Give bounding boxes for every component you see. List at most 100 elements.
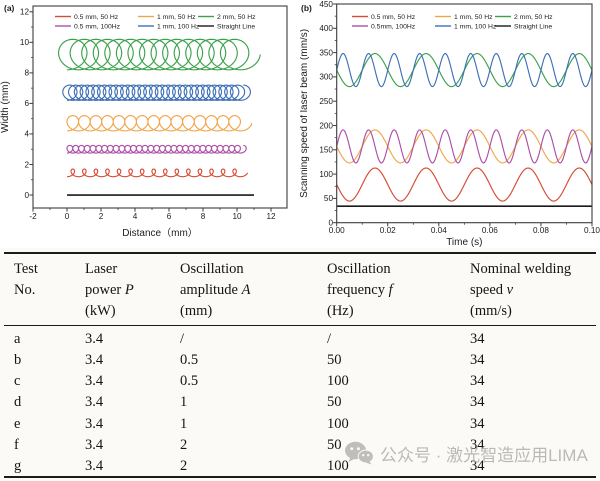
legend-label: 1 mm, 50 Hz — [157, 14, 196, 21]
column-header: Test No. — [14, 261, 38, 298]
table-cell: 34 — [470, 352, 485, 369]
plot-frame — [32, 5, 288, 209]
table-cell: 3.4 — [85, 373, 104, 390]
table-cell: g — [14, 457, 22, 474]
series-0.5-mm-50-hz — [66, 168, 249, 178]
panel-label: (a) — [4, 3, 15, 13]
table-cell: f — [14, 436, 19, 453]
legend-label: 1 mm, 50 Hz — [454, 14, 493, 21]
panel-label: (b) — [301, 3, 312, 13]
y-tick-label: 0 — [24, 191, 29, 200]
y-tick-label: 0 — [328, 219, 333, 228]
series-1-mm-100-hz — [62, 84, 251, 101]
legend-label: Straight Line — [514, 23, 552, 30]
table-cell: 3.4 — [85, 436, 104, 453]
y-tick-label: 300 — [319, 73, 333, 82]
table-cell: 100 — [327, 415, 349, 432]
table-cell: 3.4 — [85, 415, 104, 432]
table-cell: 3.4 — [85, 331, 104, 347]
legend-label: Straight Line — [217, 23, 255, 30]
x-tick-label: 0.06 — [482, 226, 498, 235]
x-tick-label: 6 — [167, 212, 172, 221]
series-0.5-mm-100hz — [66, 144, 247, 154]
table-cell: 0.5 — [180, 352, 199, 369]
x-tick-label: 0 — [65, 212, 70, 221]
y-tick-label: 350 — [319, 48, 333, 57]
y-axis-title: Scanning speed of laser beam (mm/s) — [300, 29, 310, 198]
table-cell: b — [14, 352, 22, 369]
parameters-table: Test No. Laser power P (kW) Oscillation amplit… — [0, 248, 600, 481]
x-tick-label: 8 — [201, 212, 206, 221]
table-header-rule — [4, 325, 596, 327]
series-0.5mm-100hz — [336, 129, 593, 164]
table-cell: 1 — [180, 415, 188, 432]
table-cell: a — [14, 331, 21, 347]
x-tick-label: 0.08 — [533, 226, 549, 235]
table-cell: 50 — [327, 394, 342, 411]
y-tick-label: 50 — [324, 194, 334, 203]
table-cell: 50 — [327, 352, 342, 369]
series-group — [57, 38, 261, 196]
legend-label: 2 mm, 50 Hz — [217, 14, 256, 21]
legend-label: 0.5mm, 100Hz — [371, 23, 416, 30]
series-2-mm-50-hz — [57, 38, 261, 71]
table-cell: 3.4 — [85, 457, 104, 474]
table-cell: 1 — [180, 394, 188, 411]
y-tick-label: 200 — [319, 121, 333, 130]
table-cell: 3.4 — [85, 394, 104, 411]
table-cell: d — [14, 394, 22, 411]
table-cell: 100 — [327, 373, 349, 390]
y-tick-label: 8 — [24, 69, 29, 78]
table-cell: 100 — [327, 457, 349, 474]
table-cell: / — [327, 331, 332, 347]
y-tick-label: 250 — [319, 97, 333, 106]
chart-panel-a: -2 0 2 4 6 8 10 12 Distance（mm） 0 2 4 6 8 10 12 Width (m… — [0, 3, 288, 239]
column-header: Oscillation amplitude A (mm) — [180, 261, 251, 319]
table-cell: 3.4 — [85, 352, 104, 369]
chart-panel-b: 0.00 0.02 0.04 0.06 0.08 0.10 Time (s) 0 50 100 15… — [300, 0, 600, 248]
legend-label: 2 mm, 50 Hz — [514, 14, 553, 21]
legend-label: 1 mm, 100 Hz — [454, 23, 497, 30]
x-tick-label: 12 — [266, 212, 276, 221]
legend-label: 0.5 mm, 100Hz — [74, 23, 121, 30]
y-axis-title: Width (mm) — [0, 81, 11, 133]
y-tick-label: 400 — [319, 24, 333, 33]
column-header: Oscillation frequency f (Hz) — [327, 261, 393, 319]
table-cell: c — [14, 373, 21, 390]
x-tick-label: 10 — [232, 212, 242, 221]
y-tick-label: 6 — [24, 99, 29, 108]
y-tick-label: 4 — [24, 130, 29, 139]
table-cell: 34 — [470, 373, 485, 390]
wechat-icon — [345, 441, 374, 465]
table-cell: 34 — [470, 331, 485, 347]
y-tick-label: 12 — [20, 8, 30, 17]
y-tick-label: 150 — [319, 146, 333, 155]
y-tick-label: 10 — [20, 38, 30, 47]
table-cell: 34 — [470, 436, 485, 453]
column-header: Laser power P (kW) — [85, 261, 134, 319]
x-tick-label: 0.00 — [329, 226, 345, 235]
series-group — [336, 52, 593, 207]
table-cell: / — [180, 331, 185, 347]
x-tick-label: 4 — [133, 212, 138, 221]
x-axis: 0.00 0.02 0.04 0.06 0.08 0.10 Time (s) — [329, 222, 600, 248]
table-cell: 2 — [180, 457, 188, 474]
x-tick-label: 0.04 — [431, 226, 447, 235]
table-cell: 0.5 — [180, 373, 199, 390]
series-0.5-mm-50-hz — [336, 167, 593, 202]
y-axis: 0 2 4 6 8 10 12 Width (mm) — [0, 8, 33, 200]
table-cell: e — [14, 415, 21, 432]
series-1-mm-100-hz — [336, 53, 593, 88]
table-cell: 34 — [470, 457, 485, 474]
legend-label: 1 mm, 100 Hz — [157, 23, 200, 30]
table-cell: 34 — [470, 394, 485, 411]
x-tick-label: 0.02 — [380, 226, 396, 235]
figure-row: -2 0 2 4 6 8 10 12 Distance（mm） 0 2 4 6 8 10 12 Width (m… — [0, 0, 600, 248]
table-cell: 2 — [180, 436, 188, 453]
table-cell: 34 — [470, 415, 485, 432]
legend-label: 0.5 mm, 50 Hz — [371, 14, 416, 21]
plot-frame — [336, 3, 593, 224]
y-tick-label: 2 — [24, 160, 29, 169]
y-tick-label: 450 — [319, 0, 333, 9]
x-axis-title: Time (s) — [446, 237, 482, 248]
